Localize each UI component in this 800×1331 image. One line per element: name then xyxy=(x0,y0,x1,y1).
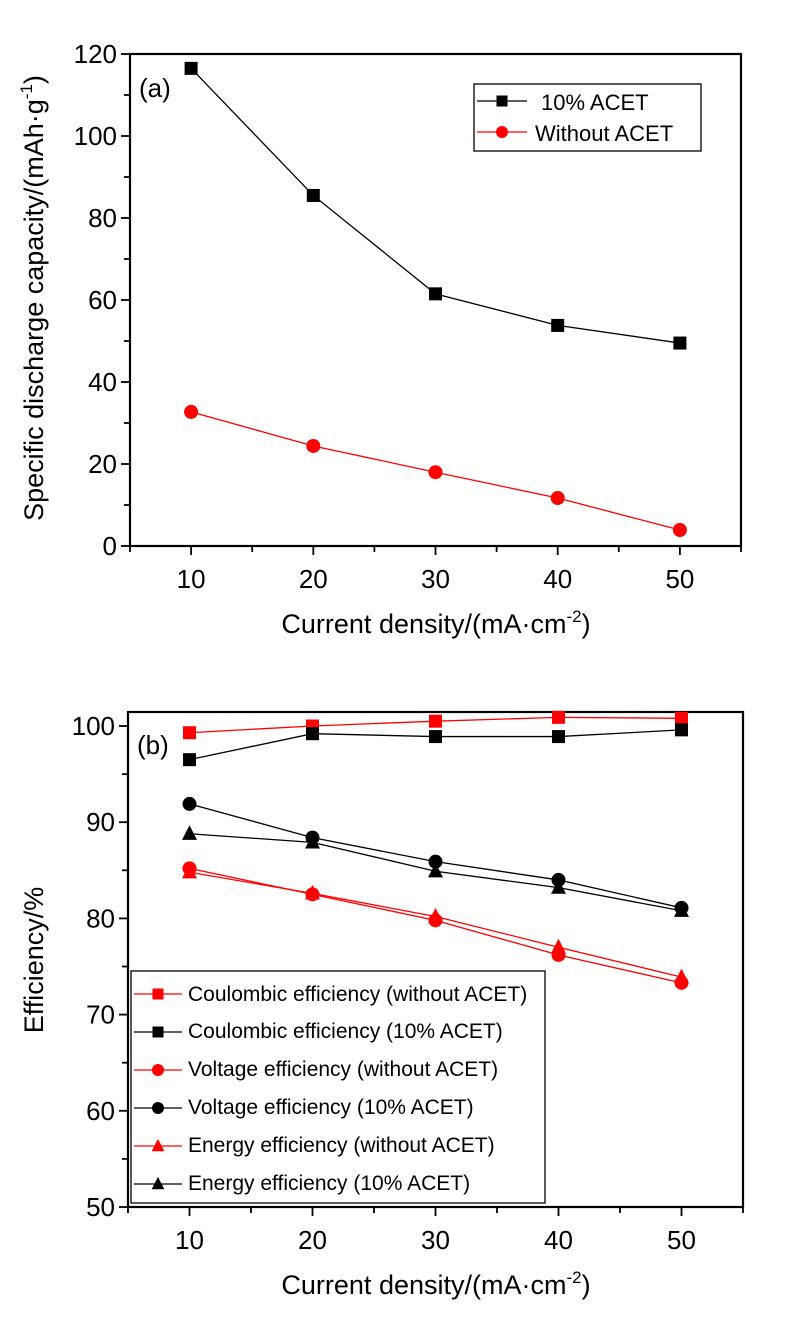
y-tick-label: 120 xyxy=(74,39,117,69)
x-tick-label: 20 xyxy=(299,564,328,594)
chart-b-legend-box xyxy=(130,970,546,1204)
data-point xyxy=(182,796,197,811)
legend-label-ee-without: Energy efficiency (without ACET) xyxy=(188,1134,495,1157)
data-point xyxy=(429,714,442,728)
data-point xyxy=(183,726,196,740)
y-tick-label: 80 xyxy=(88,203,117,233)
chart-a-legend-box xyxy=(473,83,702,152)
y-tick-label: 70 xyxy=(86,1000,115,1030)
data-point xyxy=(182,863,197,879)
data-point xyxy=(551,938,566,954)
legend-label-10pct-acet: 10% ACET xyxy=(541,90,649,115)
data-point xyxy=(428,854,443,869)
legend-marker xyxy=(152,1026,164,1038)
data-point xyxy=(305,884,320,900)
x-tick-label: 20 xyxy=(298,1225,327,1255)
legend-label-ee-10pct: Energy efficiency (10% ACET) xyxy=(188,1172,470,1195)
data-point xyxy=(306,188,320,202)
data-point xyxy=(306,727,319,741)
data-point xyxy=(184,404,199,419)
legend-marker xyxy=(496,95,508,107)
data-point xyxy=(552,730,565,744)
data-point xyxy=(673,336,687,350)
data-point xyxy=(182,825,197,840)
x-tick-label: 50 xyxy=(667,1225,696,1255)
x-tick-label: 30 xyxy=(421,1225,450,1255)
chart-a-ticks: 10 20 30 40 50 0 20 40 60 80 100 120 xyxy=(74,39,742,594)
x-tick-label: 30 xyxy=(421,564,450,594)
y-tick-label: 60 xyxy=(88,285,117,315)
data-point xyxy=(306,438,321,453)
y-tick-label: 80 xyxy=(86,903,115,933)
data-point xyxy=(550,491,565,506)
x-tick-label: 10 xyxy=(175,1225,204,1255)
data-point xyxy=(675,723,688,737)
data-point xyxy=(551,879,566,894)
x-tick-label: 10 xyxy=(177,564,206,594)
legend-label-ce-without: Coulombic efficiency (without ACET) xyxy=(188,983,527,1006)
legend-marker xyxy=(152,1064,164,1076)
chart-b-series xyxy=(182,710,689,990)
chart-a-legend: 10% ACET Without ACET xyxy=(473,83,702,152)
y-tick-label: 0 xyxy=(103,531,117,561)
data-point xyxy=(552,710,565,724)
chart-b-x-axis-title: Current density/(mA·cm-2) xyxy=(281,1268,590,1300)
y-tick-label: 60 xyxy=(86,1096,115,1126)
data-point xyxy=(429,730,442,744)
legend-label-ve-10pct: Voltage efficiency (10% ACET) xyxy=(188,1096,474,1119)
chart-b: 10 20 30 40 50 50 60 70 80 90 100 (b) Coulombic ef… xyxy=(19,710,745,1300)
chart-a-y-axis-title: Specific discharge capacity/(mAh·g-1) xyxy=(17,75,49,521)
chart-b-legend: Coulombic efficiency (without ACET) Coul… xyxy=(130,970,546,1204)
chart-a: 10 20 30 40 50 0 20 40 60 80 100 120 (a) 10% ACET W… xyxy=(17,39,743,639)
data-point xyxy=(183,753,196,767)
data-point xyxy=(428,465,443,480)
data-point xyxy=(551,318,565,332)
data-point xyxy=(429,287,442,301)
y-tick-label: 50 xyxy=(86,1192,115,1222)
legend-marker xyxy=(151,1176,165,1190)
y-tick-label: 100 xyxy=(72,711,115,741)
legend-label-ve-without: Voltage efficiency (without ACET) xyxy=(188,1058,498,1081)
legend-marker xyxy=(496,126,508,138)
y-tick-label: 90 xyxy=(86,807,115,837)
data-point xyxy=(428,908,443,923)
chart-a-panel-label: (a) xyxy=(139,73,171,103)
legend-marker xyxy=(152,1102,164,1114)
y-tick-label: 100 xyxy=(74,121,117,151)
chart-a-x-axis-title: Current density/(mA·cm-2) xyxy=(281,607,590,639)
data-point xyxy=(674,902,689,917)
data-point xyxy=(428,862,443,878)
chart-a-series xyxy=(184,61,687,538)
chart-b-y-axis-title: Efficiency/% xyxy=(19,887,49,1034)
legend-marker xyxy=(151,1138,165,1152)
legend-label-ce-10pct: Coulombic efficiency (10% ACET) xyxy=(188,1020,503,1043)
legend-label-without-acet: Without ACET xyxy=(535,121,673,146)
x-tick-label: 50 xyxy=(665,564,694,594)
y-tick-label: 20 xyxy=(88,449,117,479)
y-tick-label: 40 xyxy=(88,367,117,397)
chart-b-panel-label: (b) xyxy=(137,730,169,760)
data-point xyxy=(675,711,688,725)
x-tick-label: 40 xyxy=(544,1225,573,1255)
x-tick-label: 40 xyxy=(543,564,572,594)
chart-b-ticks: 10 20 30 40 50 50 60 70 80 90 100 xyxy=(72,711,744,1255)
data-point xyxy=(184,61,198,75)
data-point xyxy=(672,523,687,538)
data-point xyxy=(674,968,689,984)
data-point xyxy=(305,833,320,849)
legend-marker xyxy=(152,988,164,1000)
